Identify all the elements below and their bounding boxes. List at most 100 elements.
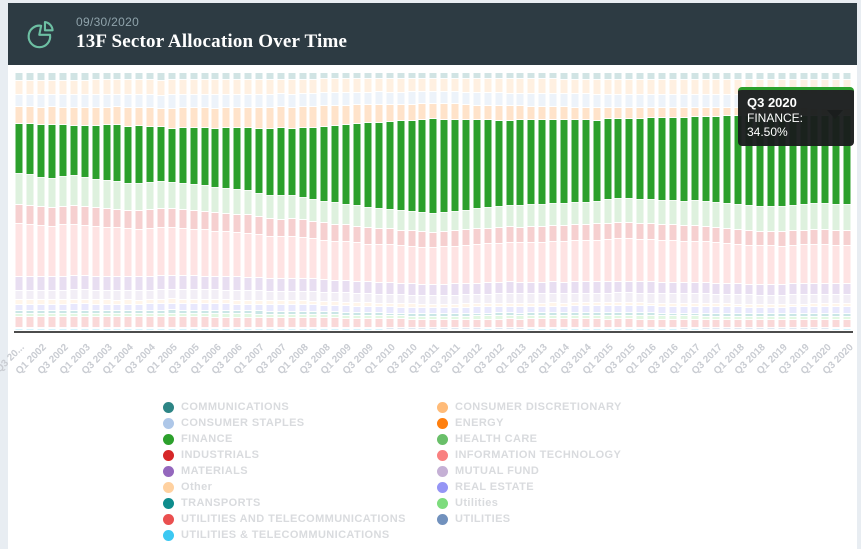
legend-item-materials[interactable]: MATERIALS [163, 463, 437, 479]
other-segment [636, 303, 644, 307]
legend-item-finance[interactable]: FINANCE [163, 431, 437, 447]
stacked-bar[interactable] [395, 73, 406, 331]
stacked-bar[interactable] [559, 73, 570, 331]
stacked-bar[interactable] [624, 73, 635, 331]
stacked-bar[interactable] [493, 73, 504, 331]
stacked-bar[interactable] [123, 73, 134, 331]
stacked-bar[interactable] [79, 73, 90, 331]
stacked-bar[interactable] [373, 73, 384, 331]
stacked-bar[interactable] [308, 73, 319, 331]
stacked-bar[interactable] [635, 73, 646, 331]
stacked-bar[interactable] [264, 73, 275, 331]
stacked-bar[interactable] [428, 73, 439, 331]
stacked-bar[interactable] [210, 73, 221, 331]
materials-segment [723, 284, 731, 295]
stacked-bar[interactable] [504, 73, 515, 331]
stacked-bar[interactable] [25, 73, 36, 331]
stacked-bar[interactable] [58, 73, 69, 331]
mutual-fund-segment [800, 295, 808, 305]
stacked-bar[interactable] [188, 73, 199, 331]
stacked-bar[interactable] [101, 73, 112, 331]
stacked-bar[interactable] [569, 73, 580, 331]
stacked-bar[interactable] [406, 73, 417, 331]
legend-item-other[interactable]: Other [163, 479, 437, 495]
stacked-bar[interactable] [254, 73, 265, 331]
stacked-bar[interactable] [700, 73, 711, 331]
stacked-bar[interactable] [657, 73, 668, 331]
stacked-bar[interactable] [548, 73, 559, 331]
stacked-bar[interactable] [417, 73, 428, 331]
stacked-bar[interactable] [221, 73, 232, 331]
stacked-bar[interactable] [646, 73, 657, 331]
stacked-bar[interactable] [482, 73, 493, 331]
stacked-bar[interactable] [145, 73, 156, 331]
utilities-segment [549, 328, 557, 330]
stacked-bar[interactable] [243, 73, 254, 331]
stacked-bar[interactable] [461, 73, 472, 331]
stacked-bar[interactable] [602, 73, 613, 331]
stacked-bar[interactable] [515, 73, 526, 331]
legend-item-industrials[interactable]: INDUSTRIALS [163, 447, 437, 463]
stacked-bar[interactable] [471, 73, 482, 331]
legend-item-health-care[interactable]: HEALTH CARE [437, 431, 622, 447]
stacked-bar[interactable] [667, 73, 678, 331]
stacked-bar[interactable] [297, 73, 308, 331]
stacked-bar[interactable] [319, 73, 330, 331]
legend-item-utilities-telecommunications[interactable]: UTILITIES & TELECOMMUNICATIONS [163, 527, 437, 543]
stacked-bar[interactable] [166, 73, 177, 331]
transports-segment [789, 314, 797, 317]
stacked-bar[interactable] [134, 73, 145, 331]
materials-segment [179, 276, 187, 290]
stacked-bar[interactable] [330, 73, 341, 331]
legend-item-transports[interactable]: TRANSPORTS [163, 495, 437, 511]
stacked-bar[interactable] [711, 73, 722, 331]
stacked-bar[interactable] [363, 73, 374, 331]
stacked-bar[interactable] [678, 73, 689, 331]
stacked-bar[interactable] [722, 73, 733, 331]
stacked-bar[interactable] [537, 73, 548, 331]
stacked-bar[interactable] [68, 73, 79, 331]
stacked-bar[interactable] [90, 73, 101, 331]
stacked-bar[interactable] [450, 73, 461, 331]
stacked-bar[interactable] [232, 73, 243, 331]
stacked-bar[interactable] [341, 73, 352, 331]
utilities-segment [582, 328, 590, 330]
finance-segment [59, 125, 67, 177]
legend-item-utilities-and-telecommunications[interactable]: UTILITIES AND TELECOMMUNICATIONS [163, 511, 437, 527]
utilities-segment [244, 314, 252, 318]
consumer-discretionary-segment [59, 80, 67, 96]
bar-segments [625, 73, 633, 331]
stacked-bar[interactable] [286, 73, 297, 331]
utilities-telecommunications-segment [538, 329, 546, 331]
stacked-bar[interactable] [177, 73, 188, 331]
legend-item-utilities[interactable]: UTILITIES [437, 511, 622, 527]
energy-segment [135, 107, 143, 127]
stacked-bar[interactable] [156, 73, 167, 331]
stacked-bar[interactable] [384, 73, 395, 331]
legend-item-utilities[interactable]: Utilities [437, 495, 622, 511]
legend-item-information-technology[interactable]: INFORMATION TECHNOLOGY [437, 447, 622, 463]
legend-item-mutual-fund[interactable]: MUTUAL FUND [437, 463, 622, 479]
legend-item-consumer-staples[interactable]: CONSUMER STAPLES [163, 415, 437, 431]
legend-item-real-estate[interactable]: REAL ESTATE [437, 479, 622, 495]
stacked-bar[interactable] [14, 73, 25, 331]
materials-segment [157, 276, 165, 291]
stacked-bar[interactable] [112, 73, 123, 331]
stacked-bar[interactable] [526, 73, 537, 331]
stacked-bar[interactable] [36, 73, 47, 331]
stacked-bar[interactable] [47, 73, 58, 331]
stacked-bar[interactable] [613, 73, 624, 331]
bar-segments [636, 73, 644, 331]
legend-item-energy[interactable]: ENERGY [437, 415, 622, 431]
stacked-bar[interactable] [689, 73, 700, 331]
stacked-bar[interactable] [275, 73, 286, 331]
stacked-bar[interactable] [199, 73, 210, 331]
legend-item-consumer-discretionary[interactable]: CONSUMER DISCRETIONARY [437, 399, 622, 415]
consumer-staples-segment [375, 92, 383, 105]
stacked-bar[interactable] [591, 73, 602, 331]
stacked-bar[interactable] [439, 73, 450, 331]
consumer-discretionary-segment [397, 78, 405, 93]
stacked-bar[interactable] [352, 73, 363, 331]
stacked-bar[interactable] [580, 73, 591, 331]
legend-item-communications[interactable]: COMMUNICATIONS [163, 399, 437, 415]
